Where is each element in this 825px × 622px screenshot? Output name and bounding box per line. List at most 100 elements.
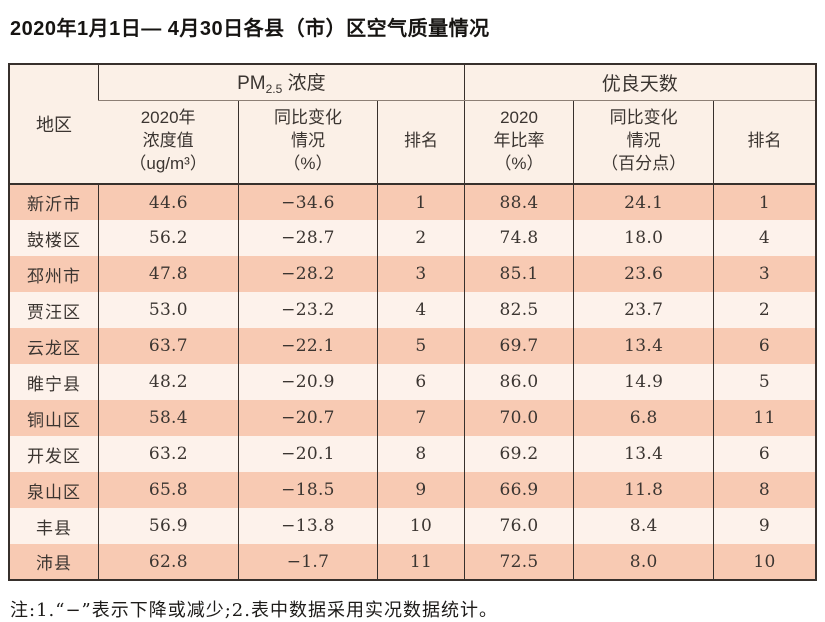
column-header-rank: 排名 [712,100,816,185]
pm-value-cell: 56.2 [98,220,239,256]
ratio-cell: 76.0 [463,508,574,544]
pm-change-cell: −22.1 [237,328,378,364]
table-row: 新沂市 44.6 −34.6 1 88.4 24.1 1 [9,184,816,220]
region-cell: 铜山区 [9,400,99,436]
ratio-change-cell: 8.0 [573,544,714,580]
pm-rank-cell: 4 [377,292,465,328]
ratio-change-cell: 24.1 [573,184,714,220]
ratio-change-cell: 6.8 [573,400,714,436]
pm-rank-cell: 3 [377,256,465,292]
pm-value-cell: 44.6 [98,184,239,220]
table-row: 贾汪区 53.0 −23.2 4 82.5 23.7 2 [9,292,816,328]
region-cell: 丰县 [9,508,99,544]
pm-value-cell: 58.4 [98,400,239,436]
ratio-change-cell: 23.7 [573,292,714,328]
ratio-cell: 82.5 [463,292,574,328]
table-row: 睢宁县 48.2 −20.9 6 86.0 14.9 5 [9,364,816,400]
region-cell: 贾汪区 [9,292,99,328]
group-header-good-days: 优良天数 [463,64,816,101]
pm-value-cell: 56.9 [98,508,239,544]
column-header-pm-rank: 排名 [377,100,465,185]
pm25-label-prefix: PM [237,73,266,95]
air-quality-table: 地区 PM2.5 浓度 优良天数 2020年 浓度值 （ug/m³） 同比变化 … [8,63,817,581]
table-row: 丰县 56.9 −13.8 10 76.0 8.4 9 [9,508,816,544]
rank-cell: 5 [712,364,816,400]
ratio-cell: 66.9 [463,472,574,508]
region-cell: 沛县 [9,544,99,580]
pm-rank-cell: 10 [377,508,465,544]
pm-change-cell: −1.7 [237,544,378,580]
pm-value-cell: 62.8 [98,544,239,580]
ratio-change-cell: 11.8 [573,472,714,508]
group-header-row: 地区 PM2.5 浓度 优良天数 [9,64,816,185]
ratio-change-cell: 14.9 [573,364,714,400]
pm-value-cell: 65.8 [98,472,239,508]
table-row: 泉山区 65.8 −18.5 9 66.9 11.8 8 [9,472,816,508]
pm-rank-cell: 2 [377,220,465,256]
region-cell: 云龙区 [9,328,99,364]
ratio-change-cell: 18.0 [573,220,714,256]
pm-value-cell: 48.2 [98,364,239,400]
ratio-cell: 74.8 [463,220,574,256]
ratio-cell: 69.2 [463,436,574,472]
pm-change-cell: −34.6 [237,184,378,220]
region-cell: 泉山区 [9,472,99,508]
region-cell: 邳州市 [9,256,99,292]
table-row: 沛县 62.8 −1.7 11 72.5 8.0 10 [9,544,816,580]
pm-value-cell: 63.7 [98,328,239,364]
region-cell: 睢宁县 [9,364,99,400]
region-cell: 开发区 [9,436,99,472]
pm25-subscript: 2.5 [265,82,283,97]
pm-value-cell: 53.0 [98,292,239,328]
pm-rank-cell: 8 [377,436,465,472]
rank-cell: 11 [712,400,816,436]
pm-value-cell: 63.2 [98,436,239,472]
table-header: 地区 PM2.5 浓度 优良天数 2020年 浓度值 （ug/m³） 同比变化 … [9,64,816,185]
group-header-pm25: PM2.5 浓度 [98,64,465,101]
ratio-change-cell: 13.4 [573,328,714,364]
pm-change-cell: −23.2 [237,292,378,328]
pm-rank-cell: 6 [377,364,465,400]
rank-cell: 9 [712,508,816,544]
pm-change-cell: −18.5 [237,472,378,508]
table-row: 开发区 63.2 −20.1 8 69.2 13.4 6 [9,436,816,472]
footnote: 注:1.“−”表示下降或减少;2.表中数据采用实况数据统计。 [10,600,498,621]
pm-rank-cell: 5 [377,328,465,364]
ratio-cell: 86.0 [463,364,574,400]
sub-header-row: 2020年 浓度值 （ug/m³） 同比变化 情况 （%） 排名 2020 年比… [9,100,816,185]
pm-change-cell: −28.7 [237,220,378,256]
rank-cell: 8 [712,472,816,508]
rank-cell: 2 [712,292,816,328]
region-cell: 鼓楼区 [9,220,99,256]
pm-change-cell: −13.8 [237,508,378,544]
pm-rank-cell: 9 [377,472,465,508]
pm-rank-cell: 7 [377,400,465,436]
pm-change-cell: −20.7 [237,400,378,436]
table-row: 云龙区 63.7 −22.1 5 69.7 13.4 6 [9,328,816,364]
rank-cell: 3 [712,256,816,292]
column-header-ratio-change: 同比变化 情况 （百分点） [573,100,714,185]
ratio-change-cell: 13.4 [573,436,714,472]
rank-cell: 1 [712,184,816,220]
region-cell: 新沂市 [9,184,99,220]
column-header-ratio: 2020 年比率 （%） [463,100,574,185]
ratio-change-cell: 8.4 [573,508,714,544]
pm-rank-cell: 11 [377,544,465,580]
table-row: 鼓楼区 56.2 −28.7 2 74.8 18.0 4 [9,220,816,256]
ratio-cell: 88.4 [463,184,574,220]
pm-change-cell: −20.9 [237,364,378,400]
column-header-pm-change: 同比变化 情况 （%） [237,100,378,185]
pm-value-cell: 47.8 [98,256,239,292]
pm-change-cell: −20.1 [237,436,378,472]
rank-cell: 10 [712,544,816,580]
ratio-cell: 69.7 [463,328,574,364]
pm-change-cell: −28.2 [237,256,378,292]
table-row: 邳州市 47.8 −28.2 3 85.1 23.6 3 [9,256,816,292]
rank-cell: 6 [712,328,816,364]
ratio-cell: 72.5 [463,544,574,580]
ratio-cell: 70.0 [463,400,574,436]
ratio-change-cell: 23.6 [573,256,714,292]
pm25-label-suffix: 浓度 [282,73,326,95]
page-title: 2020年1月1日— 4月30日各县（市）区空气质量情况 [10,18,490,40]
